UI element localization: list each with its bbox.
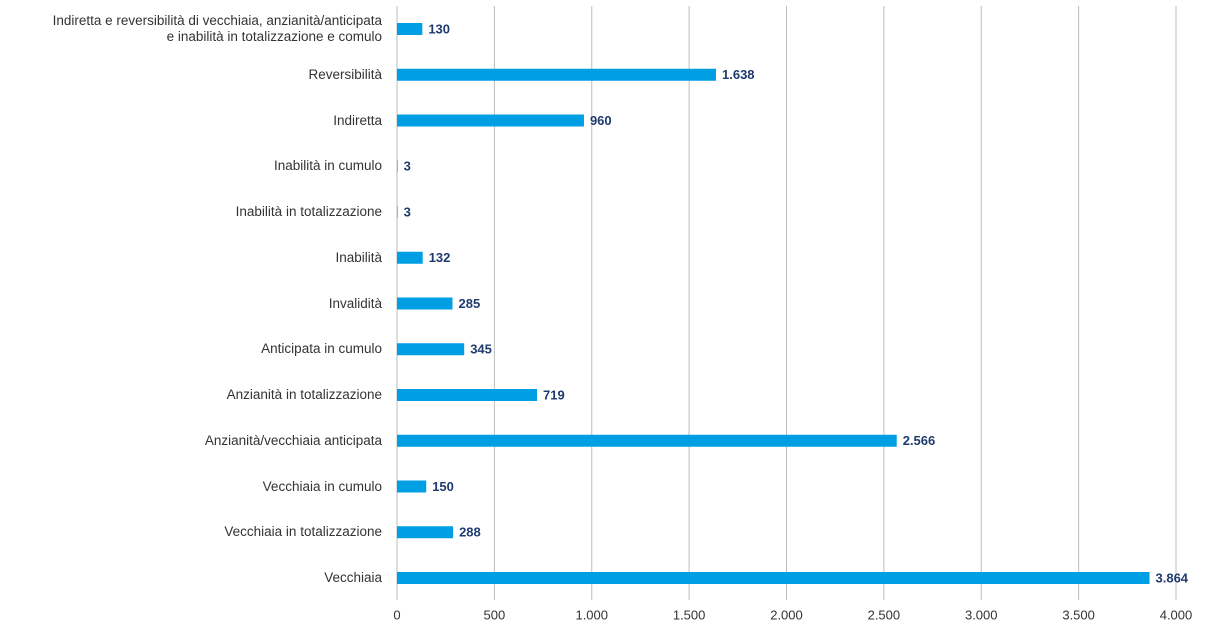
y-tick-label: Anticipata in cumulo	[261, 341, 382, 357]
bar	[397, 114, 584, 127]
y-tick-label: Anzianità in totalizzazione	[226, 387, 382, 402]
x-tick-label: 4.000	[1160, 607, 1193, 622]
x-tick-label: 500	[484, 607, 506, 622]
bar	[397, 68, 717, 81]
bar	[397, 480, 427, 493]
bar	[397, 297, 453, 310]
y-tick-label: Inabilità	[335, 249, 382, 265]
data-label: 3	[404, 159, 411, 174]
data-label: 132	[429, 250, 451, 265]
y-tick-label: Reversibilità	[308, 66, 382, 82]
x-tick-label: 3.500	[1062, 607, 1095, 622]
data-label: 1.638	[722, 67, 755, 82]
data-label: 3	[404, 204, 411, 219]
x-tick-label: 1.000	[575, 607, 608, 622]
x-tick-label: 1.500	[673, 607, 706, 622]
bar	[397, 434, 897, 447]
x-tick-label: 0	[393, 607, 400, 622]
y-tick-label: Inabilità in cumulo	[273, 158, 382, 174]
x-tick-label: 2.500	[868, 607, 901, 622]
data-label: 345	[470, 342, 492, 357]
data-label: 285	[459, 296, 481, 311]
bar	[397, 251, 423, 264]
y-tick-label: Indiretta e reversibilità di vecchiaia, …	[52, 13, 382, 44]
y-tick-label: Vecchiaia in cumulo	[262, 478, 382, 494]
data-label: 719	[543, 387, 565, 402]
bar	[397, 23, 423, 35]
y-tick-label: Anzianità/vecchiaia anticipata	[204, 432, 382, 448]
bar	[397, 572, 1150, 584]
data-label: 288	[459, 525, 481, 540]
bar	[397, 389, 538, 401]
bar	[397, 160, 398, 173]
y-tick-label: Vecchiaia	[324, 570, 382, 585]
y-tick-label: Inabilità in totalizzazione	[235, 204, 382, 219]
y-tick-label: Invalidità	[328, 295, 382, 311]
data-label: 960	[590, 113, 612, 128]
data-label: 2.566	[903, 433, 936, 448]
bar	[397, 526, 454, 539]
data-label: 150	[432, 479, 454, 494]
x-tick-label: 2.000	[770, 607, 803, 622]
data-label: 3.864	[1156, 570, 1189, 585]
y-tick-label: Indiretta	[333, 112, 382, 128]
y-tick-label: Vecchiaia in totalizzazione	[224, 524, 382, 540]
data-label: 130	[428, 21, 450, 36]
bar	[397, 206, 398, 218]
bar	[397, 343, 465, 356]
x-tick-label: 3.000	[965, 607, 998, 622]
